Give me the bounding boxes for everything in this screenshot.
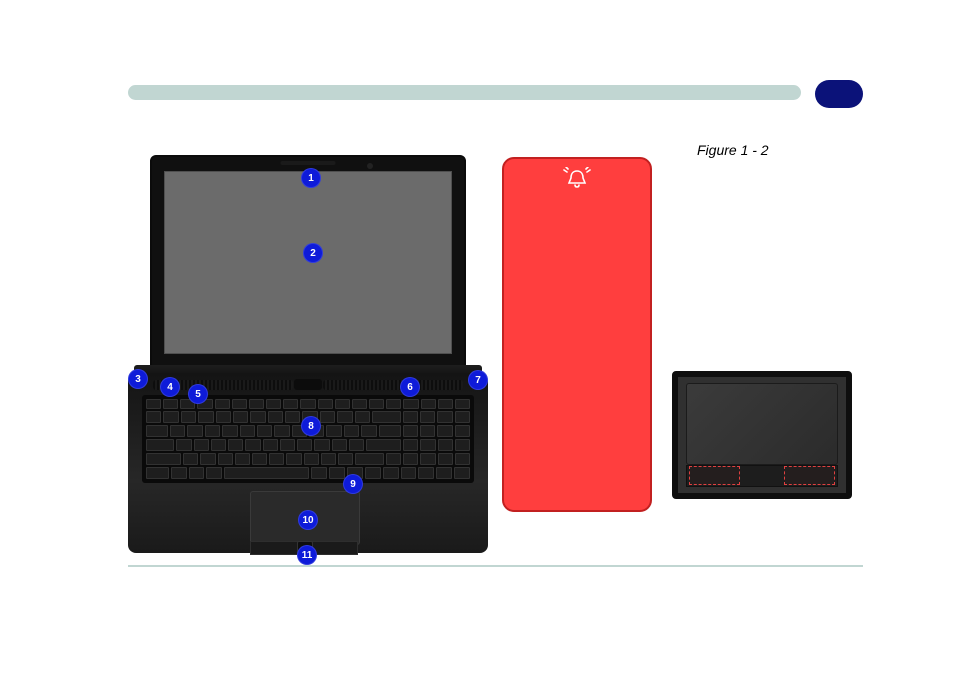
keyboard-row-5 [146,467,470,479]
callout-marker-10: 10 [298,510,318,530]
keyboard [142,395,474,483]
header-divider-bar [128,85,801,100]
callout-marker-11: 11 [297,545,317,565]
touchpad-detail [672,371,852,499]
callout-marker-3: 3 [128,369,148,389]
callout-marker-1: 1 [301,168,321,188]
chapter-tab-pill [815,80,863,108]
document-page: Figure 1 - 2 [0,0,954,673]
figure-caption: Figure 1 - 2 [697,142,769,158]
speaker-right [323,380,463,390]
callout-marker-4: 4 [160,377,180,397]
touchpad-detail-surface [686,383,838,465]
keyboard-row-4 [146,453,470,465]
callout-marker-5: 5 [188,384,208,404]
callout-marker-2: 2 [303,243,323,263]
alarm-bell-icon [562,167,592,191]
power-button [294,379,322,390]
webcam-icon [367,163,373,169]
touchpad-button-left [250,541,304,555]
callout-marker-8: 8 [301,416,321,436]
keyboard-row-3 [146,439,470,451]
laptop-screen [164,171,452,354]
warning-box [502,157,652,512]
callout-marker-9: 9 [343,474,363,494]
laptop-open-view: 1234567891011 [128,155,488,560]
touchpad-detail-right-sensitive-area [784,466,835,485]
footer-divider-line [128,565,863,567]
callout-marker-7: 7 [468,370,488,390]
bezel-strip [281,161,336,165]
callout-marker-6: 6 [400,377,420,397]
touchpad-detail-left-sensitive-area [689,466,740,485]
